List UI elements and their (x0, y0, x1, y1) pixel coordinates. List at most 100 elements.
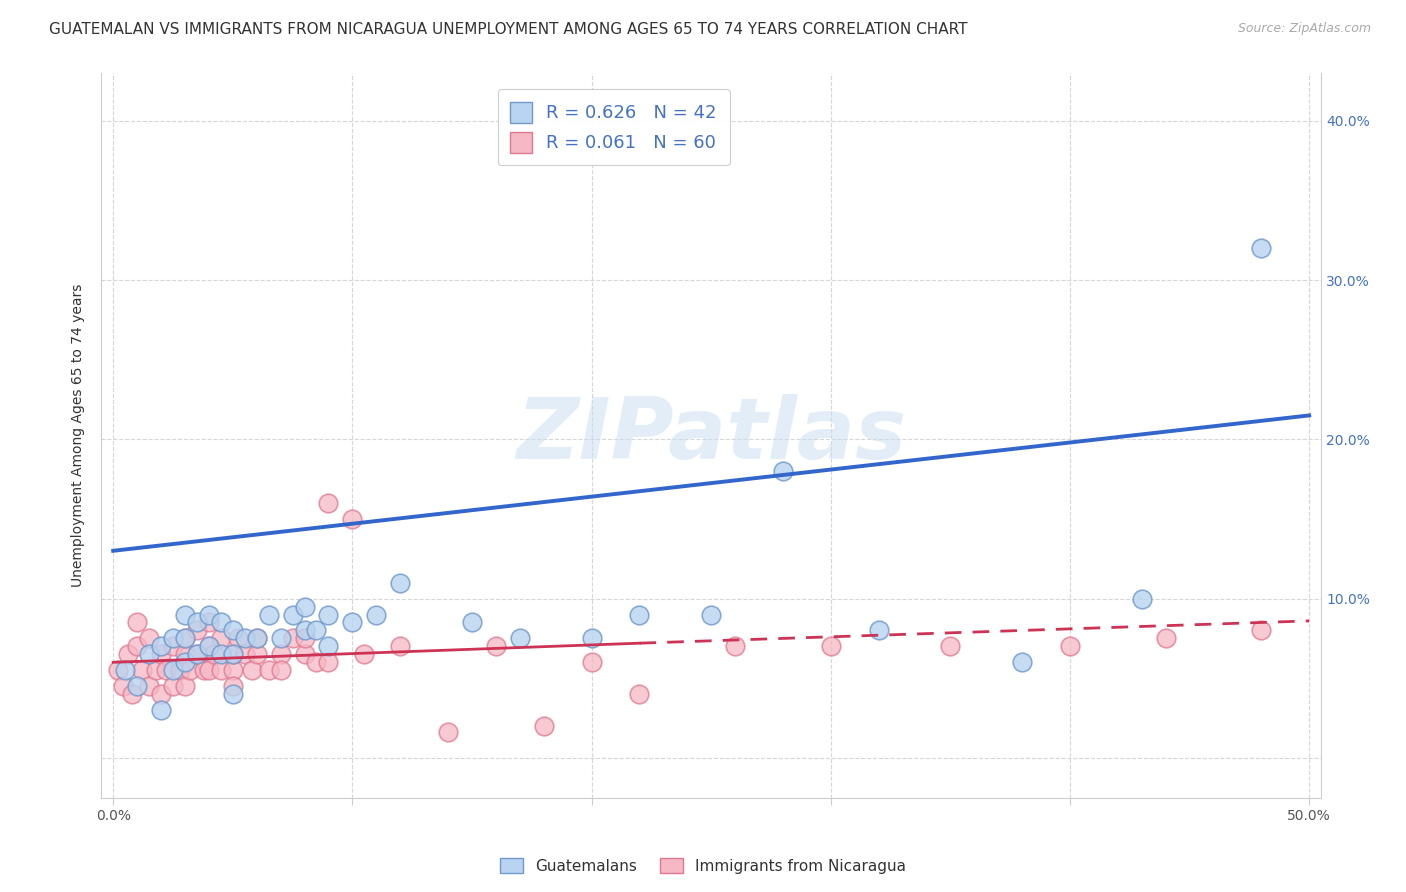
Point (186, 648, 208, 662)
Point (270, 648, 292, 662)
Point (461, 615, 484, 630)
Point (186, 624, 208, 638)
Point (162, 632, 184, 646)
Point (186, 615, 208, 630)
Point (162, 679, 184, 693)
Point (281, 607, 304, 622)
Point (1059, 640, 1081, 654)
Point (150, 703, 173, 717)
Point (202, 648, 225, 662)
Point (186, 648, 208, 662)
Point (138, 648, 160, 662)
Point (772, 464, 794, 478)
Legend: Guatemalans, Immigrants from Nicaragua: Guatemalans, Immigrants from Nicaragua (494, 852, 912, 880)
Point (233, 648, 256, 662)
Point (257, 607, 280, 622)
Text: GUATEMALAN VS IMMIGRANTS FROM NICARAGUA UNEMPLOYMENT AMONG AGES 65 TO 74 YEARS C: GUATEMALAN VS IMMIGRANTS FROM NICARAGUA … (49, 22, 967, 37)
Point (318, 655, 340, 669)
Point (246, 632, 269, 646)
Point (485, 640, 508, 654)
Point (294, 648, 316, 662)
Point (174, 632, 197, 646)
Point (193, 663, 215, 677)
Y-axis label: Unemployment Among Ages 65 to 74 years: Unemployment Among Ages 65 to 74 years (72, 284, 86, 587)
Point (222, 679, 245, 693)
Point (724, 640, 747, 654)
Point (700, 607, 723, 622)
Point (209, 632, 232, 646)
Point (246, 648, 269, 662)
Point (198, 640, 221, 654)
Point (107, 663, 129, 677)
Point (1011, 655, 1033, 669)
Point (138, 679, 160, 693)
Point (353, 648, 375, 662)
Point (257, 663, 280, 677)
Point (174, 655, 197, 669)
Point (389, 640, 412, 654)
Point (342, 512, 364, 526)
Point (155, 663, 177, 677)
Point (1154, 632, 1177, 646)
Point (318, 496, 340, 510)
Legend: R = 0.626   N = 42, R = 0.061   N = 60: R = 0.626 N = 42, R = 0.061 N = 60 (498, 89, 730, 165)
Point (162, 663, 184, 677)
Point (222, 648, 245, 662)
Point (1130, 591, 1153, 606)
Point (581, 655, 603, 669)
Point (162, 640, 184, 654)
Point (270, 663, 292, 677)
Point (145, 663, 167, 677)
Point (131, 663, 153, 677)
Point (939, 640, 962, 654)
Point (1250, 241, 1272, 255)
Point (294, 624, 316, 638)
Point (174, 632, 197, 646)
Point (117, 648, 139, 662)
Point (209, 663, 232, 677)
Point (820, 640, 842, 654)
Point (389, 575, 412, 590)
Point (127, 615, 149, 630)
Point (305, 624, 328, 638)
Point (111, 679, 134, 693)
Point (294, 599, 316, 614)
Point (509, 632, 531, 646)
Point (868, 624, 890, 638)
Point (1250, 624, 1272, 638)
Point (174, 607, 197, 622)
Point (342, 615, 364, 630)
Point (138, 632, 160, 646)
Point (318, 607, 340, 622)
Point (127, 640, 149, 654)
Point (174, 679, 197, 693)
Point (169, 663, 191, 677)
Point (222, 624, 245, 638)
Text: ZIPatlas: ZIPatlas (516, 394, 907, 477)
Point (233, 632, 256, 646)
Point (581, 632, 603, 646)
Point (240, 663, 263, 677)
Point (209, 615, 232, 630)
Point (226, 632, 249, 646)
Point (150, 648, 173, 662)
Point (437, 725, 460, 739)
Point (281, 632, 304, 646)
Point (174, 648, 197, 662)
Text: Source: ZipAtlas.com: Source: ZipAtlas.com (1237, 22, 1371, 36)
Point (150, 640, 173, 654)
Point (198, 607, 221, 622)
Point (209, 648, 232, 662)
Point (127, 679, 149, 693)
Point (222, 663, 245, 677)
Point (533, 719, 555, 733)
Point (121, 687, 143, 701)
Point (294, 632, 316, 646)
Point (366, 607, 388, 622)
Point (114, 663, 136, 677)
Point (222, 648, 245, 662)
Point (628, 687, 651, 701)
Point (198, 615, 221, 630)
Point (222, 687, 245, 701)
Point (246, 632, 269, 646)
